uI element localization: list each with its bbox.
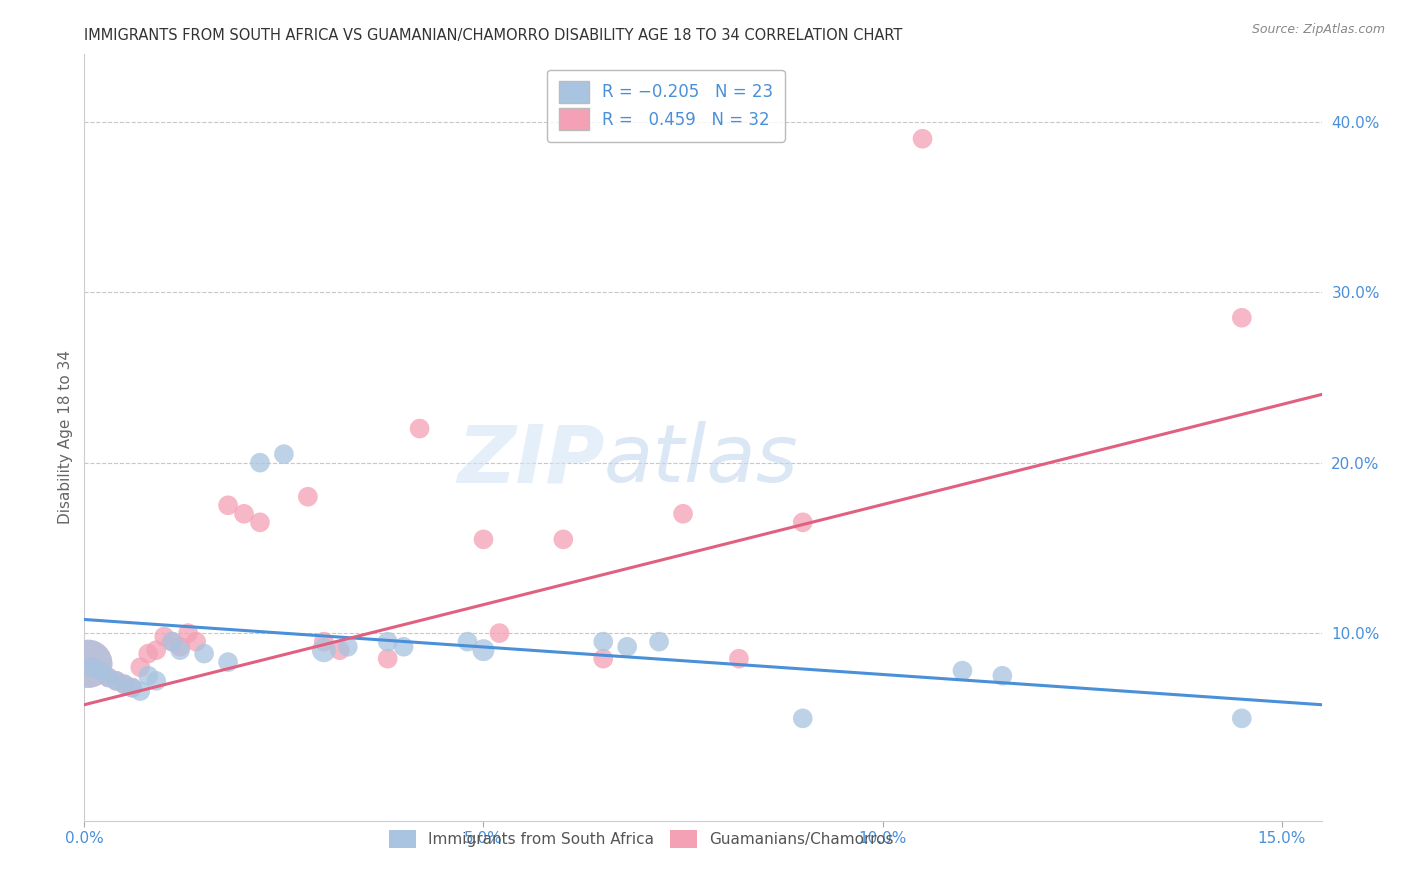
- Point: [112, 677, 135, 691]
- Point: [129, 684, 152, 698]
- Point: [312, 634, 335, 648]
- Point: [217, 498, 239, 512]
- Point: [392, 640, 415, 654]
- Point: [169, 640, 191, 654]
- Point: [177, 626, 200, 640]
- Text: Source: ZipAtlas.com: Source: ZipAtlas.com: [1251, 23, 1385, 37]
- Point: [121, 681, 143, 695]
- Point: [592, 651, 614, 665]
- Point: [153, 630, 176, 644]
- Point: [89, 664, 111, 678]
- Point: [145, 673, 167, 688]
- Text: IMMIGRANTS FROM SOUTH AFRICA VS GUAMANIAN/CHAMORRO DISABILITY AGE 18 TO 34 CORRE: IMMIGRANTS FROM SOUTH AFRICA VS GUAMANIA…: [84, 28, 903, 43]
- Point: [792, 711, 814, 725]
- Point: [616, 640, 638, 654]
- Point: [217, 655, 239, 669]
- Point: [136, 669, 159, 683]
- Point: [77, 657, 100, 671]
- Point: [105, 673, 128, 688]
- Point: [312, 643, 335, 657]
- Point: [1230, 711, 1253, 725]
- Point: [160, 634, 183, 648]
- Point: [488, 626, 510, 640]
- Point: [377, 634, 399, 648]
- Point: [457, 634, 479, 648]
- Point: [911, 132, 934, 146]
- Point: [1230, 310, 1253, 325]
- Point: [82, 660, 104, 674]
- Point: [336, 640, 359, 654]
- Point: [169, 643, 191, 657]
- Point: [592, 634, 614, 648]
- Point: [952, 664, 974, 678]
- Point: [991, 669, 1014, 683]
- Point: [233, 507, 256, 521]
- Point: [648, 634, 671, 648]
- Point: [553, 533, 575, 547]
- Legend: Immigrants from South Africa, Guamanians/Chamorros: Immigrants from South Africa, Guamanians…: [381, 822, 901, 855]
- Point: [472, 533, 495, 547]
- Point: [160, 634, 183, 648]
- Point: [792, 516, 814, 530]
- Point: [121, 681, 143, 695]
- Point: [249, 456, 271, 470]
- Point: [97, 670, 120, 684]
- Point: [97, 670, 120, 684]
- Point: [472, 643, 495, 657]
- Point: [728, 651, 751, 665]
- Point: [184, 634, 207, 648]
- Point: [105, 673, 128, 688]
- Point: [112, 677, 135, 691]
- Point: [193, 647, 215, 661]
- Point: [408, 421, 430, 435]
- Point: [297, 490, 319, 504]
- Point: [672, 507, 695, 521]
- Point: [273, 447, 295, 461]
- Y-axis label: Disability Age 18 to 34: Disability Age 18 to 34: [58, 350, 73, 524]
- Point: [82, 660, 104, 674]
- Point: [377, 651, 399, 665]
- Point: [136, 647, 159, 661]
- Point: [249, 516, 271, 530]
- Text: ZIP: ZIP: [457, 421, 605, 500]
- Point: [89, 664, 111, 678]
- Point: [145, 643, 167, 657]
- Point: [77, 657, 100, 671]
- Point: [329, 643, 352, 657]
- Text: atlas: atlas: [605, 421, 799, 500]
- Point: [129, 660, 152, 674]
